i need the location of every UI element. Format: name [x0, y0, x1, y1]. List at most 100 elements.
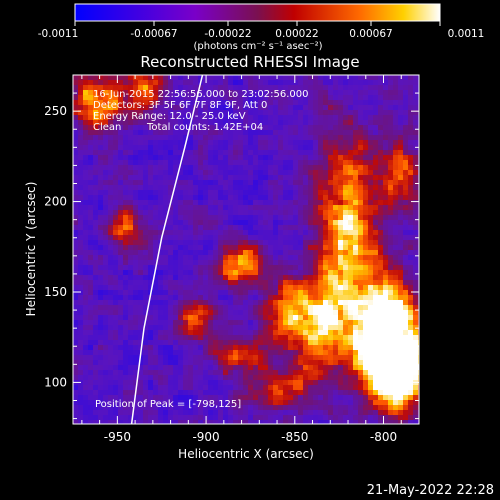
heatmap-cell [103, 420, 109, 424]
heatmap-cell [143, 95, 149, 101]
heatmap-cell [93, 410, 99, 416]
heatmap-cell [108, 110, 114, 116]
heatmap-cell [223, 335, 229, 341]
heatmap-cell [278, 230, 284, 236]
heatmap-cell [358, 165, 364, 171]
heatmap-cell [243, 400, 249, 406]
heatmap-cell [383, 390, 389, 396]
heatmap-cell [103, 255, 109, 261]
heatmap-cell [333, 110, 339, 116]
heatmap-cell [173, 305, 179, 311]
heatmap-cell [113, 200, 119, 206]
heatmap-cell [128, 405, 134, 411]
heatmap-cell [223, 235, 229, 241]
heatmap-cell [98, 115, 104, 121]
heatmap-cell [138, 240, 144, 246]
heatmap-cell [113, 290, 119, 296]
heatmap-cell [258, 385, 264, 391]
heatmap-cell [178, 390, 184, 396]
heatmap-cell [248, 95, 254, 101]
heatmap-cell [223, 95, 229, 101]
heatmap-cell [303, 270, 309, 276]
heatmap-cell [388, 310, 394, 316]
heatmap-cell [363, 145, 369, 151]
heatmap-cell [168, 325, 174, 331]
heatmap-cell [123, 340, 129, 346]
heatmap-cell [88, 320, 94, 326]
heatmap-cell [373, 85, 379, 91]
heatmap-cell [83, 265, 89, 271]
heatmap-cell [133, 340, 139, 346]
heatmap-cell [293, 255, 299, 261]
heatmap-cell [83, 95, 89, 101]
heatmap-cell [93, 350, 99, 356]
heatmap-cell [283, 235, 289, 241]
heatmap-cell [148, 285, 154, 291]
heatmap-cell [343, 205, 349, 211]
heatmap-cell [358, 315, 364, 321]
heatmap-cell [288, 125, 294, 131]
heatmap-cell [373, 300, 379, 306]
heatmap-cell [148, 270, 154, 276]
heatmap-cell [328, 370, 334, 376]
heatmap-cell [358, 355, 364, 361]
heatmap-cell [78, 300, 84, 306]
heatmap-cell [383, 105, 389, 111]
heatmap-cell [253, 120, 259, 126]
heatmap-cell [153, 145, 159, 151]
heatmap-cell [293, 305, 299, 311]
heatmap-cell [243, 225, 249, 231]
heatmap-cell [353, 390, 359, 396]
heatmap-cell [123, 410, 129, 416]
heatmap-cell [278, 140, 284, 146]
heatmap-cell [228, 420, 234, 424]
heatmap-cell [268, 215, 274, 221]
heatmap-cell [138, 75, 144, 81]
heatmap-cell [223, 220, 229, 226]
heatmap-cell [283, 150, 289, 156]
heatmap-cell [213, 240, 219, 246]
heatmap-cell [188, 185, 194, 191]
heatmap-cell [123, 245, 129, 251]
heatmap-cell [398, 365, 404, 371]
heatmap-cell [383, 420, 389, 424]
heatmap-cell [213, 120, 219, 126]
heatmap-cell [353, 230, 359, 236]
heatmap-cell [313, 190, 319, 196]
heatmap-cell [303, 300, 309, 306]
heatmap-cell [283, 185, 289, 191]
heatmap-cell [193, 260, 199, 266]
heatmap-cell [328, 280, 334, 286]
heatmap-cell [183, 300, 189, 306]
heatmap-cell [78, 315, 84, 321]
heatmap-cell [323, 200, 329, 206]
heatmap-cell [218, 280, 224, 286]
heatmap-cell [263, 320, 269, 326]
heatmap-cell [238, 305, 244, 311]
heatmap-cell [283, 215, 289, 221]
heatmap-cell [333, 215, 339, 221]
heatmap-cell [253, 225, 259, 231]
heatmap-cell [118, 255, 124, 261]
heatmap-cell [288, 260, 294, 266]
heatmap-cell [103, 90, 109, 96]
heatmap-cell [118, 280, 124, 286]
heatmap-cell [153, 85, 159, 91]
heatmap-cell [333, 350, 339, 356]
heatmap-cell [118, 210, 124, 216]
heatmap-cell [138, 395, 144, 401]
heatmap-cell [338, 220, 344, 226]
heatmap-cell [93, 365, 99, 371]
heatmap-cell [298, 210, 304, 216]
heatmap-cell [258, 265, 264, 271]
heatmap-cell [398, 395, 404, 401]
heatmap-cell [173, 290, 179, 296]
heatmap-cell [393, 260, 399, 266]
heatmap-cell [128, 145, 134, 151]
heatmap-cell [328, 295, 334, 301]
heatmap-cell [138, 280, 144, 286]
heatmap-cell [303, 360, 309, 366]
heatmap-cell [358, 115, 364, 121]
heatmap-cell [88, 250, 94, 256]
heatmap-cell [298, 225, 304, 231]
